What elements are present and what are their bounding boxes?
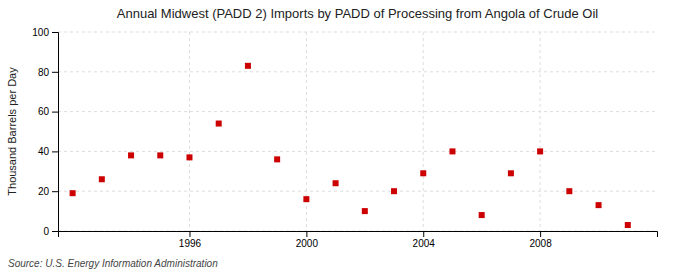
x-tick: 1996 (179, 231, 202, 249)
x-tick: 2008 (529, 231, 552, 249)
point (391, 188, 397, 194)
source-note: Source: U.S. Energy Information Administ… (8, 258, 218, 269)
y-tick-label: 20 (38, 186, 50, 197)
point (157, 152, 163, 158)
point (625, 222, 631, 228)
y-tick-mark (52, 72, 58, 73)
x-axis-line (59, 232, 658, 238)
point (508, 170, 514, 176)
x-tick-label: 2008 (529, 238, 552, 249)
point (420, 170, 426, 176)
x-tick-mark (423, 231, 424, 237)
point (216, 121, 222, 127)
point (596, 202, 602, 208)
y-tick-label: 40 (38, 146, 50, 157)
x-axis: 1996 2000 2004 2008 (59, 231, 658, 249)
point (333, 180, 339, 186)
point (537, 148, 543, 154)
y-tick-mark (52, 151, 58, 152)
y-axis-title: Thousand Barrels per Day (6, 67, 18, 196)
x-tick-label: 2000 (296, 238, 319, 249)
point (128, 152, 134, 158)
point (303, 196, 309, 202)
y-tick: 100 (32, 27, 58, 38)
points (70, 63, 631, 228)
point (362, 208, 368, 214)
x-tick-mark (189, 231, 190, 237)
y-tick: 80 (38, 67, 58, 78)
x-grid-line (540, 32, 541, 231)
y-grid-line (58, 151, 657, 152)
y-tick: 60 (38, 106, 58, 117)
x-grid-line (423, 32, 424, 231)
y-tick-mark (52, 231, 58, 232)
y-tick-mark (52, 191, 58, 192)
y-grid-line (58, 71, 657, 72)
plot-area: 1996 2000 2004 2008 0 20 40 60 80 100 (32, 27, 657, 249)
x-tick: 2000 (296, 231, 319, 249)
x-tick-label: 1996 (179, 238, 202, 249)
y-tick-mark (52, 112, 58, 113)
y-tick: 0 (43, 226, 58, 237)
point (70, 190, 76, 196)
y-tick-label: 60 (38, 106, 50, 117)
y-grid-line (58, 111, 657, 112)
y-tick-label: 100 (32, 27, 49, 38)
chart: 1996 2000 2004 2008 0 20 40 60 80 100 Annual Midwe… (0, 0, 675, 275)
point (245, 63, 251, 69)
y-tick: 40 (38, 146, 58, 157)
x-tick-mark (306, 231, 307, 237)
x-tick-label: 2004 (413, 238, 436, 249)
y-tick-mark (52, 32, 58, 33)
y-tick: 20 (38, 186, 58, 197)
point (186, 154, 192, 160)
grid (58, 32, 657, 231)
y-tick-label: 0 (43, 226, 49, 237)
y-tick-label: 80 (38, 67, 50, 78)
x-grid-line (189, 32, 190, 231)
y-axis: 0 20 40 60 80 100 (32, 27, 58, 237)
y-grid-line (58, 32, 657, 33)
point (566, 188, 572, 194)
y-axis-line (52, 33, 59, 232)
point (449, 148, 455, 154)
x-tick-mark (540, 231, 541, 237)
title: Annual Midwest (PADD 2) Imports by PADD … (117, 6, 599, 21)
point (99, 176, 105, 182)
point (274, 156, 280, 162)
point (479, 212, 485, 218)
x-tick: 2004 (413, 231, 436, 249)
